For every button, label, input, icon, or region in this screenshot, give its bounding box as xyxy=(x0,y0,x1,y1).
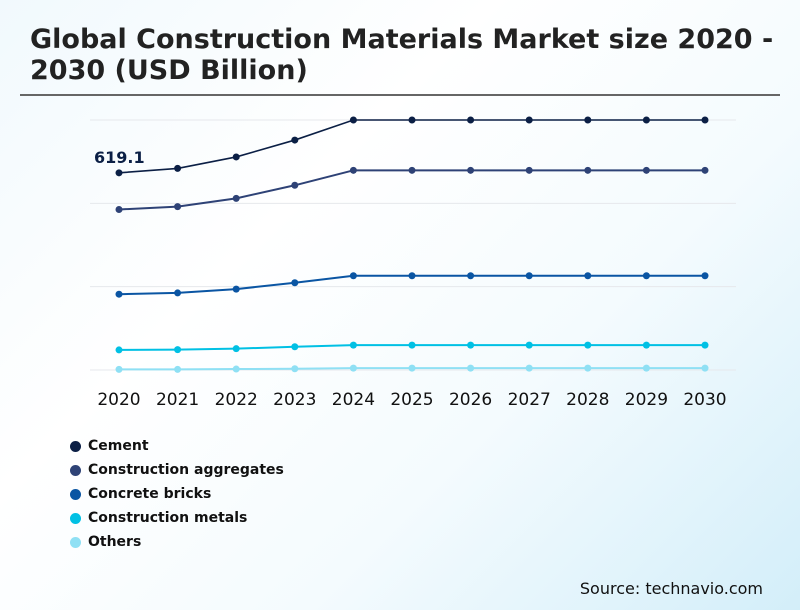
data-point xyxy=(291,279,299,287)
data-point xyxy=(232,153,240,161)
x-tick-label: 2029 xyxy=(625,390,668,410)
data-point xyxy=(525,116,533,124)
line-chart: 2020 2021 2022 2023 2024 2025 2026 2027 2028 2029… xyxy=(90,116,736,410)
data-point xyxy=(467,364,475,372)
legend-label: Construction metals xyxy=(88,510,248,526)
legend-marker-icon xyxy=(70,464,81,476)
data-point xyxy=(525,364,533,372)
legend-item: Construction metals xyxy=(70,506,284,530)
data-point xyxy=(584,364,592,372)
data-point xyxy=(467,116,475,124)
legend-item: Others xyxy=(70,530,284,554)
x-tick-label: 2030 xyxy=(683,390,726,410)
legend-marker-icon xyxy=(70,512,81,524)
legend: Cement Construction aggregates Concrete br… xyxy=(70,434,284,554)
data-point xyxy=(408,166,416,174)
data-point xyxy=(701,272,709,280)
x-tick-label: 2025 xyxy=(390,390,433,410)
legend-item: Concrete bricks xyxy=(70,482,284,506)
data-point xyxy=(349,341,357,349)
x-tick-label: 2023 xyxy=(273,390,316,410)
data-point xyxy=(584,116,592,124)
data-point xyxy=(349,116,357,124)
data-point xyxy=(291,365,299,373)
data-point xyxy=(584,166,592,174)
data-point xyxy=(642,116,650,124)
data-point xyxy=(115,365,123,373)
x-tick-label: 2021 xyxy=(156,390,199,410)
legend-label: Others xyxy=(88,534,142,550)
x-tick-label: 2028 xyxy=(566,390,609,410)
x-tick-label: 2026 xyxy=(449,390,492,410)
data-point xyxy=(642,364,650,372)
data-point xyxy=(115,205,123,213)
data-point xyxy=(467,272,475,280)
data-point xyxy=(232,345,240,353)
legend-item: Cement xyxy=(70,434,284,458)
data-point xyxy=(584,272,592,280)
data-point xyxy=(115,290,123,298)
legend-label: Cement xyxy=(88,438,149,454)
legend-label: Construction aggregates xyxy=(88,462,284,478)
data-point xyxy=(174,346,182,354)
data-point xyxy=(174,164,182,172)
data-point xyxy=(701,166,709,174)
data-point xyxy=(232,285,240,293)
data-point xyxy=(525,341,533,349)
data-point xyxy=(701,116,709,124)
data-point xyxy=(349,272,357,280)
data-point xyxy=(467,166,475,174)
data-point xyxy=(174,203,182,211)
data-point xyxy=(467,341,475,349)
data-point xyxy=(408,272,416,280)
legend-label: Concrete bricks xyxy=(88,486,212,502)
data-point xyxy=(701,364,709,372)
data-point xyxy=(584,341,592,349)
x-tick-label: 2024 xyxy=(332,390,375,410)
data-point xyxy=(701,341,709,349)
data-point xyxy=(642,272,650,280)
source-label: Source: technavio.com xyxy=(579,579,763,598)
data-point xyxy=(232,365,240,373)
data-point xyxy=(642,341,650,349)
title-divider xyxy=(20,94,780,96)
data-point xyxy=(408,341,416,349)
data-point xyxy=(174,365,182,373)
data-point xyxy=(525,166,533,174)
data-point xyxy=(525,272,533,280)
x-tick-label: 2027 xyxy=(508,390,551,410)
legend-marker-icon xyxy=(70,440,81,452)
legend-item: Construction aggregates xyxy=(70,458,284,482)
data-point xyxy=(115,346,123,354)
data-point xyxy=(408,116,416,124)
data-point xyxy=(291,181,299,189)
data-point xyxy=(291,343,299,351)
legend-marker-icon xyxy=(70,488,81,500)
data-point xyxy=(291,136,299,144)
data-point xyxy=(174,289,182,297)
data-point xyxy=(115,169,123,177)
chart-title: Global Construction Materials Market siz… xyxy=(30,24,774,86)
series-line-cement xyxy=(118,119,705,174)
data-point xyxy=(408,364,416,372)
legend-marker-icon xyxy=(70,536,81,548)
data-point xyxy=(642,166,650,174)
x-tick-label: 2022 xyxy=(215,390,258,410)
x-tick-label: 2020 xyxy=(97,390,140,410)
data-label: 619.1 xyxy=(94,148,145,167)
data-point xyxy=(232,194,240,202)
data-point xyxy=(349,364,357,372)
data-point xyxy=(349,166,357,174)
